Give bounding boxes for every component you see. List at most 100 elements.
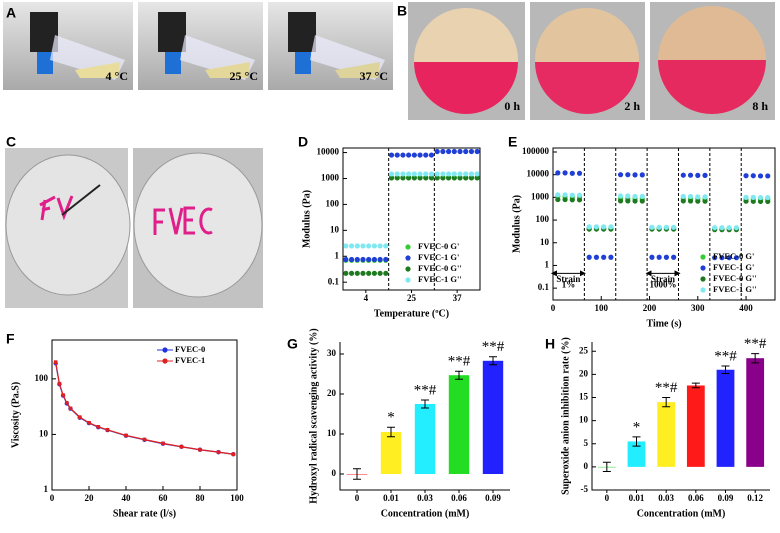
y-tick-label: 10 (330, 224, 340, 234)
data-dot (468, 175, 475, 181)
data-point (586, 224, 592, 230)
photo-b (408, 2, 775, 120)
data-point (719, 255, 725, 261)
data-line (55, 362, 234, 455)
data-dot (428, 175, 435, 181)
significance-mark: **# (448, 354, 471, 370)
data-point (68, 406, 73, 411)
data-point (562, 196, 568, 203)
data-point (161, 441, 165, 446)
data-dot (366, 270, 372, 276)
data-point (87, 420, 91, 425)
data-point (757, 194, 764, 201)
data-dot (423, 152, 429, 158)
data-point (712, 255, 718, 261)
axis-line (591, 342, 770, 491)
data-dot (343, 243, 349, 249)
data-point (61, 393, 65, 397)
data-point (695, 198, 701, 204)
data-point (743, 194, 749, 200)
y-tick-label: 100 (536, 214, 550, 224)
significance-mark: **# (744, 336, 767, 352)
y-tick-label: 10000 (317, 147, 340, 157)
x-tick-label: 0 (355, 493, 360, 503)
data-dot (388, 152, 395, 158)
data-dot (406, 152, 412, 158)
x-tick-label: 100 (595, 303, 609, 313)
data-point (625, 198, 631, 204)
data-dot (348, 256, 355, 263)
data-point (77, 415, 82, 419)
x-tick-label: 0.01 (383, 493, 399, 503)
data-dot (468, 171, 475, 177)
data-point (639, 172, 645, 178)
data-dot (440, 175, 446, 181)
error-bar (751, 353, 760, 364)
data-point (695, 194, 701, 200)
data-dot (388, 175, 395, 181)
data-point (562, 170, 568, 176)
bar (627, 441, 646, 467)
data-point (702, 198, 708, 204)
annotation: 1% (562, 280, 576, 290)
error-bar (489, 356, 497, 366)
data-point (562, 192, 568, 198)
data-point (124, 433, 128, 438)
data-point (656, 224, 662, 230)
data-point (702, 172, 708, 179)
data-point (53, 360, 58, 364)
data-point (608, 224, 614, 230)
legend-label: FVEC-1 G' (713, 262, 754, 272)
legend-label: FVEC-1 (175, 355, 205, 365)
data-dot (423, 171, 429, 177)
data-dot (468, 148, 475, 155)
data-point (687, 193, 694, 200)
data-point (179, 444, 184, 449)
data-dot (434, 171, 440, 177)
data-dot (371, 270, 377, 276)
data-dot (463, 175, 469, 181)
error-bar (602, 461, 611, 472)
panel-label: G (287, 336, 298, 352)
legend-label: FVEC-1 G'' (418, 274, 462, 284)
x-tick-label: 80 (196, 493, 206, 503)
y-tick-label: 1000 (321, 173, 340, 183)
y-tick-label: 20 (579, 368, 589, 378)
data-point (617, 193, 624, 199)
data-dot (446, 175, 452, 181)
data-dot (440, 148, 446, 155)
legend-label: FVEC-0 (175, 344, 205, 354)
annotation: Strain (651, 274, 675, 284)
y-tick-label: 10 (39, 428, 49, 438)
y-tick-label: 100 (35, 373, 49, 383)
y-axis-label: Modulus (Pa) (511, 195, 522, 253)
data-point (639, 193, 645, 200)
error-bar (691, 382, 700, 389)
data-dot (383, 243, 389, 249)
bar (716, 369, 735, 467)
data-dot (366, 256, 372, 263)
annotation: 1000% (650, 280, 677, 290)
error-bar (387, 426, 395, 438)
data-dot (354, 270, 360, 276)
data-dot (354, 243, 360, 249)
data-point (96, 425, 101, 429)
data-point (750, 173, 756, 179)
significance-mark: * (633, 419, 641, 435)
data-point (586, 254, 592, 260)
photo-caption: 0 h (504, 99, 520, 113)
data-point (65, 401, 69, 405)
data-point (649, 224, 655, 230)
data-dot (366, 243, 372, 249)
data-point (663, 254, 670, 260)
data-point (671, 224, 677, 230)
data-point (712, 225, 718, 231)
data-point (757, 173, 764, 179)
bar (482, 360, 504, 474)
data-point (625, 172, 631, 178)
data-point (601, 224, 607, 230)
data-point (57, 381, 62, 386)
significance-mark: * (387, 410, 395, 426)
photo-caption: 8 h (752, 99, 768, 113)
